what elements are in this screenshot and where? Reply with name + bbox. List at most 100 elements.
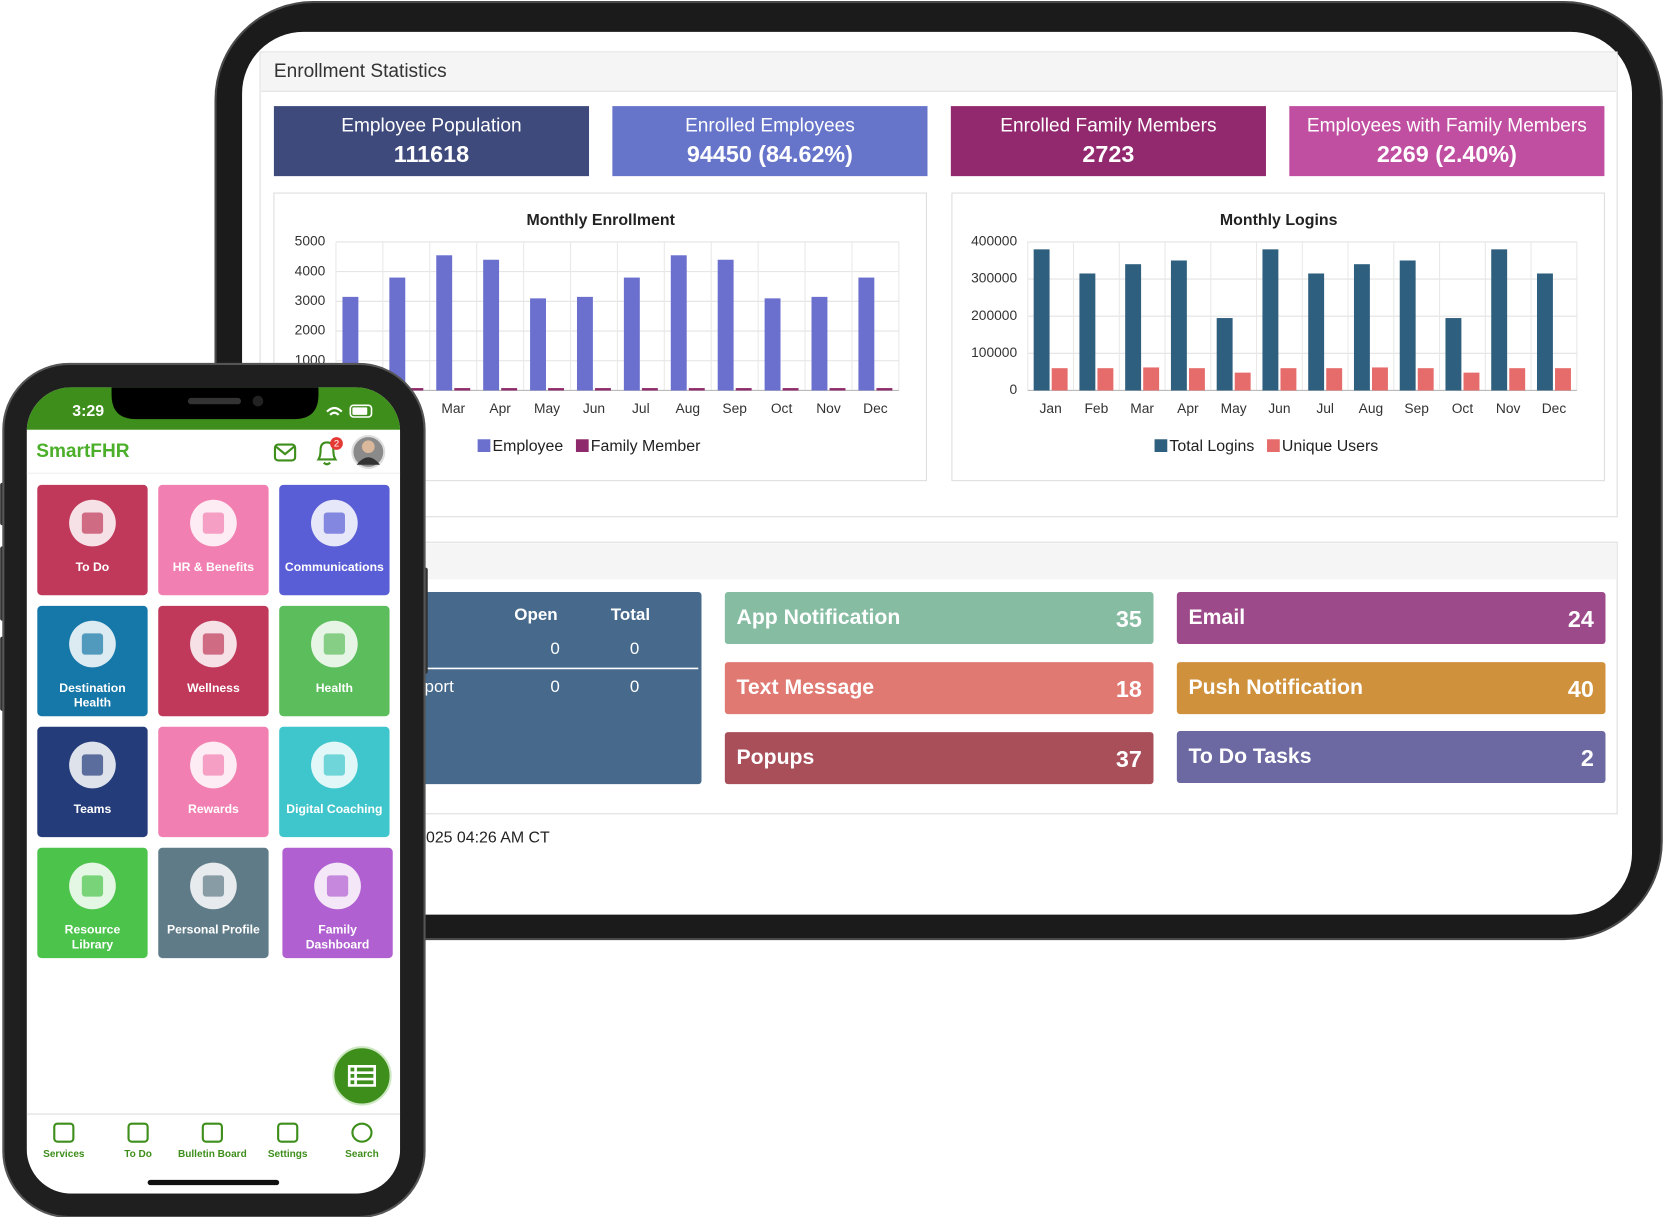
wifi-icon [326, 406, 343, 416]
tile-label: Email [1189, 606, 1246, 629]
x-tick-label: Dec [863, 401, 888, 416]
x-tick-label: Jun [583, 401, 605, 416]
summary-table [382, 592, 702, 785]
fab[interactable] [332, 1046, 392, 1106]
tile-icon-detail [202, 512, 225, 534]
bar [436, 255, 453, 391]
tile-icon-detail [323, 754, 345, 776]
mail-flap [275, 445, 295, 456]
bar [530, 298, 546, 391]
stat-box [1289, 106, 1605, 177]
fab-icon [347, 1065, 377, 1087]
tile-icon-detail [81, 875, 104, 897]
stat-value: 2723 [1082, 141, 1134, 167]
bar [1536, 273, 1553, 391]
table-header: Total [611, 605, 650, 624]
bottom-nav: Services To Do Bulletin Board Settings Searc… [43, 1122, 379, 1160]
legend-label: Unique Users [1282, 438, 1378, 455]
y-tick-label: 4000 [295, 263, 326, 278]
nav-icon[interactable] [351, 1122, 373, 1143]
y-tick-label: 5000 [295, 234, 326, 249]
table-cell: 0 [630, 639, 639, 658]
x-tick-label: Nov [816, 401, 841, 416]
y-tick-label: 2000 [295, 323, 326, 338]
tile-label: App Notification [737, 606, 901, 629]
bar [623, 277, 640, 391]
tile-icon-detail [81, 754, 104, 776]
chart-title: Monthly Enrollment [526, 212, 675, 229]
stat-label: Employees with Family Members [1307, 115, 1587, 136]
bar [1188, 368, 1205, 391]
y-tick-label: 200000 [971, 308, 1017, 323]
y-tick-label: 400000 [971, 234, 1017, 249]
bar [782, 388, 799, 391]
tile-label: Text Message [737, 676, 875, 699]
legend-swatch [575, 439, 589, 452]
tile-label: Destination [59, 681, 125, 695]
stat-box [950, 106, 1266, 177]
bar [670, 255, 687, 391]
bar [389, 277, 406, 391]
x-tick-label: Oct [1452, 401, 1474, 416]
table-text: Open Total 0 0 port 0 0 [425, 605, 650, 696]
message-tile[interactable] [724, 732, 1154, 785]
message-tile[interactable] [1176, 592, 1606, 645]
x-tick-label: Jul [632, 401, 650, 416]
avatar-body [356, 457, 381, 465]
stat-value: 2269 (2.40%) [1377, 141, 1517, 167]
bar [1445, 318, 1462, 391]
bar [1399, 260, 1416, 391]
footer-text: 2025 04:26 AM CT [417, 829, 550, 846]
nav-icon[interactable] [277, 1122, 299, 1143]
badge-count: 2 [334, 439, 339, 450]
tile-icon-detail [326, 875, 349, 897]
bar [717, 259, 734, 391]
message-tile[interactable] [1176, 662, 1606, 715]
panel-header [261, 543, 1617, 580]
nav-icon[interactable] [201, 1122, 223, 1143]
message-tile[interactable] [724, 592, 1154, 645]
tile-label: Health [316, 681, 353, 695]
bar [1326, 368, 1343, 391]
bar [1371, 367, 1388, 391]
tile-label: Personal Profile [167, 923, 260, 937]
x-tick-label: Feb [1085, 401, 1109, 416]
bar [1033, 249, 1050, 391]
tile-label: Rewards [188, 802, 239, 816]
message-tile[interactable] [1176, 731, 1606, 784]
bar [1509, 368, 1526, 391]
x-tick-label: Nov [1496, 401, 1521, 416]
nav-icon[interactable] [53, 1122, 75, 1143]
x-tick-label: May [1221, 401, 1247, 416]
legend-swatch [1267, 439, 1280, 452]
nav-icon[interactable] [127, 1122, 149, 1143]
message-tile[interactable] [724, 662, 1154, 715]
tile-icon-detail [323, 633, 345, 655]
tile-count: 40 [1568, 676, 1594, 702]
bar [1097, 368, 1114, 391]
y-tick-label: 0 [1009, 382, 1017, 397]
x-tick-label: Aug [676, 401, 701, 416]
bell-icon[interactable] [316, 441, 338, 466]
x-tick-label: Sep [1404, 401, 1429, 416]
bar [576, 296, 593, 391]
mail-icon[interactable] [273, 443, 297, 462]
tile-label: Resource [65, 923, 121, 937]
bar [1280, 368, 1297, 391]
bar [735, 388, 752, 391]
x-tick-label: May [534, 401, 560, 416]
x-tick-label: Oct [771, 401, 793, 416]
tile-label: Dashboard [306, 938, 370, 952]
bar [1417, 368, 1434, 391]
bar [641, 388, 658, 391]
table-cell: 0 [550, 639, 559, 658]
message-tiles: App Notification 35 Text Message 18 Popups 37… [724, 592, 1606, 785]
stat-box [273, 106, 590, 177]
stat-label: Enrolled Family Members [1000, 115, 1216, 136]
tile-count: 24 [1568, 606, 1594, 632]
bar [764, 298, 781, 391]
bar [1491, 249, 1508, 391]
bar [1555, 368, 1571, 391]
chart-title: Monthly Logins [1220, 212, 1338, 229]
